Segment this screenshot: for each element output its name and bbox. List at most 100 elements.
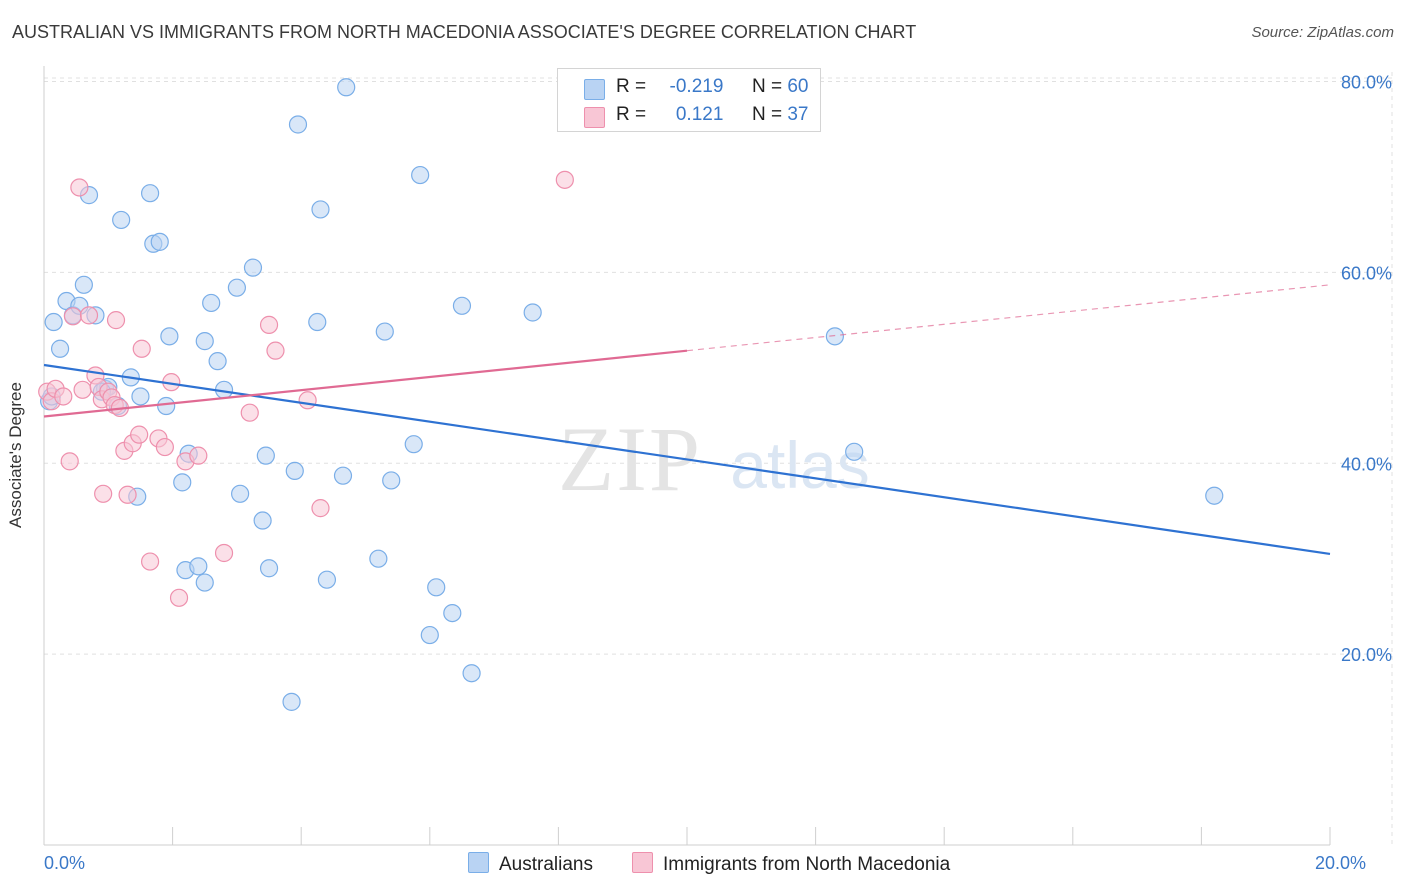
bottom-legend-swatch-macedonia [632, 852, 653, 873]
australians-point [243, 258, 263, 277]
australians-point [1205, 486, 1224, 505]
points-layer [38, 78, 1224, 711]
legend-r-label: R = [616, 104, 647, 125]
australians-point [253, 511, 272, 530]
macedonia-point [106, 311, 126, 330]
australians-point [140, 184, 160, 203]
bottom-legend-label-australians: Australians [499, 854, 593, 875]
macedonia-point [54, 387, 73, 406]
watermark-atlas: atlas [730, 428, 869, 502]
australians-point [173, 473, 192, 492]
australians-point [845, 442, 864, 461]
australians-point [157, 396, 176, 416]
source-label: Source: ZipAtlas.com [1251, 24, 1394, 41]
bottom-legend-australians: Australians [468, 852, 593, 876]
australians-point [282, 692, 301, 711]
bottom-legend-label-macedonia: Immigrants from North Macedonia [663, 854, 951, 875]
australians-point [411, 165, 430, 185]
macedonia-point [169, 588, 189, 607]
australians-point [259, 559, 279, 578]
australians-point [375, 322, 394, 341]
macedonia-point [311, 499, 330, 518]
bottom-legend-macedonia: Immigrants from North Macedonia [632, 852, 950, 876]
australians-point [202, 293, 221, 313]
australians-point [523, 303, 542, 322]
macedonia-point [70, 178, 89, 197]
macedonia-trendline [43, 349, 688, 418]
bottom-legend-swatch-australians [468, 852, 489, 873]
macedonia-point [63, 307, 83, 326]
y-axis-label: Associate's Degree [6, 382, 25, 528]
macedonia-point [140, 552, 160, 571]
chart-title: AUSTRALIAN VS IMMIGRANTS FROM NORTH MACE… [12, 22, 917, 42]
macedonia-point [132, 339, 151, 358]
axis-layer [43, 66, 1331, 846]
legend-r-value: 0.121 [675, 104, 724, 125]
australians-point [285, 461, 304, 481]
macedonia-trendline-extension [686, 284, 1331, 352]
australians-point [112, 210, 131, 230]
y-tick-label: 20.0% [1341, 645, 1392, 665]
australians-point [208, 352, 227, 371]
australians-point [150, 232, 169, 251]
australians-point [44, 312, 63, 332]
australians-point [825, 327, 844, 346]
macedonia-point [79, 306, 99, 325]
watermark-zip: ZIP [558, 408, 702, 510]
macedonia-point [60, 452, 79, 471]
macedonia-point [130, 425, 149, 444]
australians-point [333, 466, 353, 485]
macedonia-point [189, 446, 208, 465]
trend-layer [43, 284, 1331, 556]
australians-point [231, 484, 250, 503]
legend-swatch-australians [584, 79, 605, 100]
macedonia-point [555, 170, 574, 189]
x-tick-label: 20.0% [1315, 853, 1366, 873]
australians-point [160, 327, 179, 346]
grid-layer [44, 72, 1393, 845]
legend-n-value: 60 [787, 76, 809, 97]
macedonia-point [259, 315, 279, 334]
macedonia-point [214, 543, 234, 563]
legend-r-label: R = [616, 76, 647, 97]
watermark: ZIP atlas [558, 408, 870, 510]
australians-point [50, 339, 70, 358]
australians-point [256, 446, 275, 465]
legend-n-value: 37 [787, 104, 809, 125]
macedonia-point [298, 391, 317, 410]
macedonia-point [266, 341, 285, 360]
australians-point [227, 278, 246, 297]
stats-legend: R = -0.219 N = 60 R = 0.121 N = 37 [557, 68, 821, 132]
legend-n-label: N = [751, 76, 783, 97]
tick-label-layer: 20.0% 40.0% 60.0% 80.0% 0.0% 20.0% [44, 73, 1392, 873]
macedonia-point [118, 485, 137, 504]
australians-point [131, 387, 150, 406]
australians-point [443, 603, 462, 623]
legend-r-value: -0.219 [669, 76, 724, 97]
macedonia-point [73, 380, 92, 399]
australians-point [337, 78, 356, 97]
australians-point [288, 115, 308, 134]
macedonia-point [155, 437, 174, 457]
australians-point [74, 275, 93, 294]
australians-point [189, 557, 208, 576]
australians-point [317, 570, 337, 589]
australians-point [427, 578, 446, 597]
australians-point [311, 200, 330, 219]
australians-point [195, 332, 214, 351]
y-tick-label: 40.0% [1341, 454, 1392, 474]
australians-point [369, 549, 388, 568]
australians-point [382, 471, 401, 490]
y-tick-label: 60.0% [1341, 263, 1392, 283]
australians-point [462, 664, 481, 683]
australians-point [308, 312, 327, 332]
australians-point [404, 435, 423, 454]
x-tick-label: 0.0% [44, 853, 85, 873]
australians-point [420, 625, 439, 645]
macedonia-point [240, 403, 259, 422]
australians-point [195, 573, 214, 592]
y-tick-label: 80.0% [1341, 73, 1392, 93]
legend-n-label: N = [751, 104, 783, 125]
macedonia-point [94, 484, 113, 503]
